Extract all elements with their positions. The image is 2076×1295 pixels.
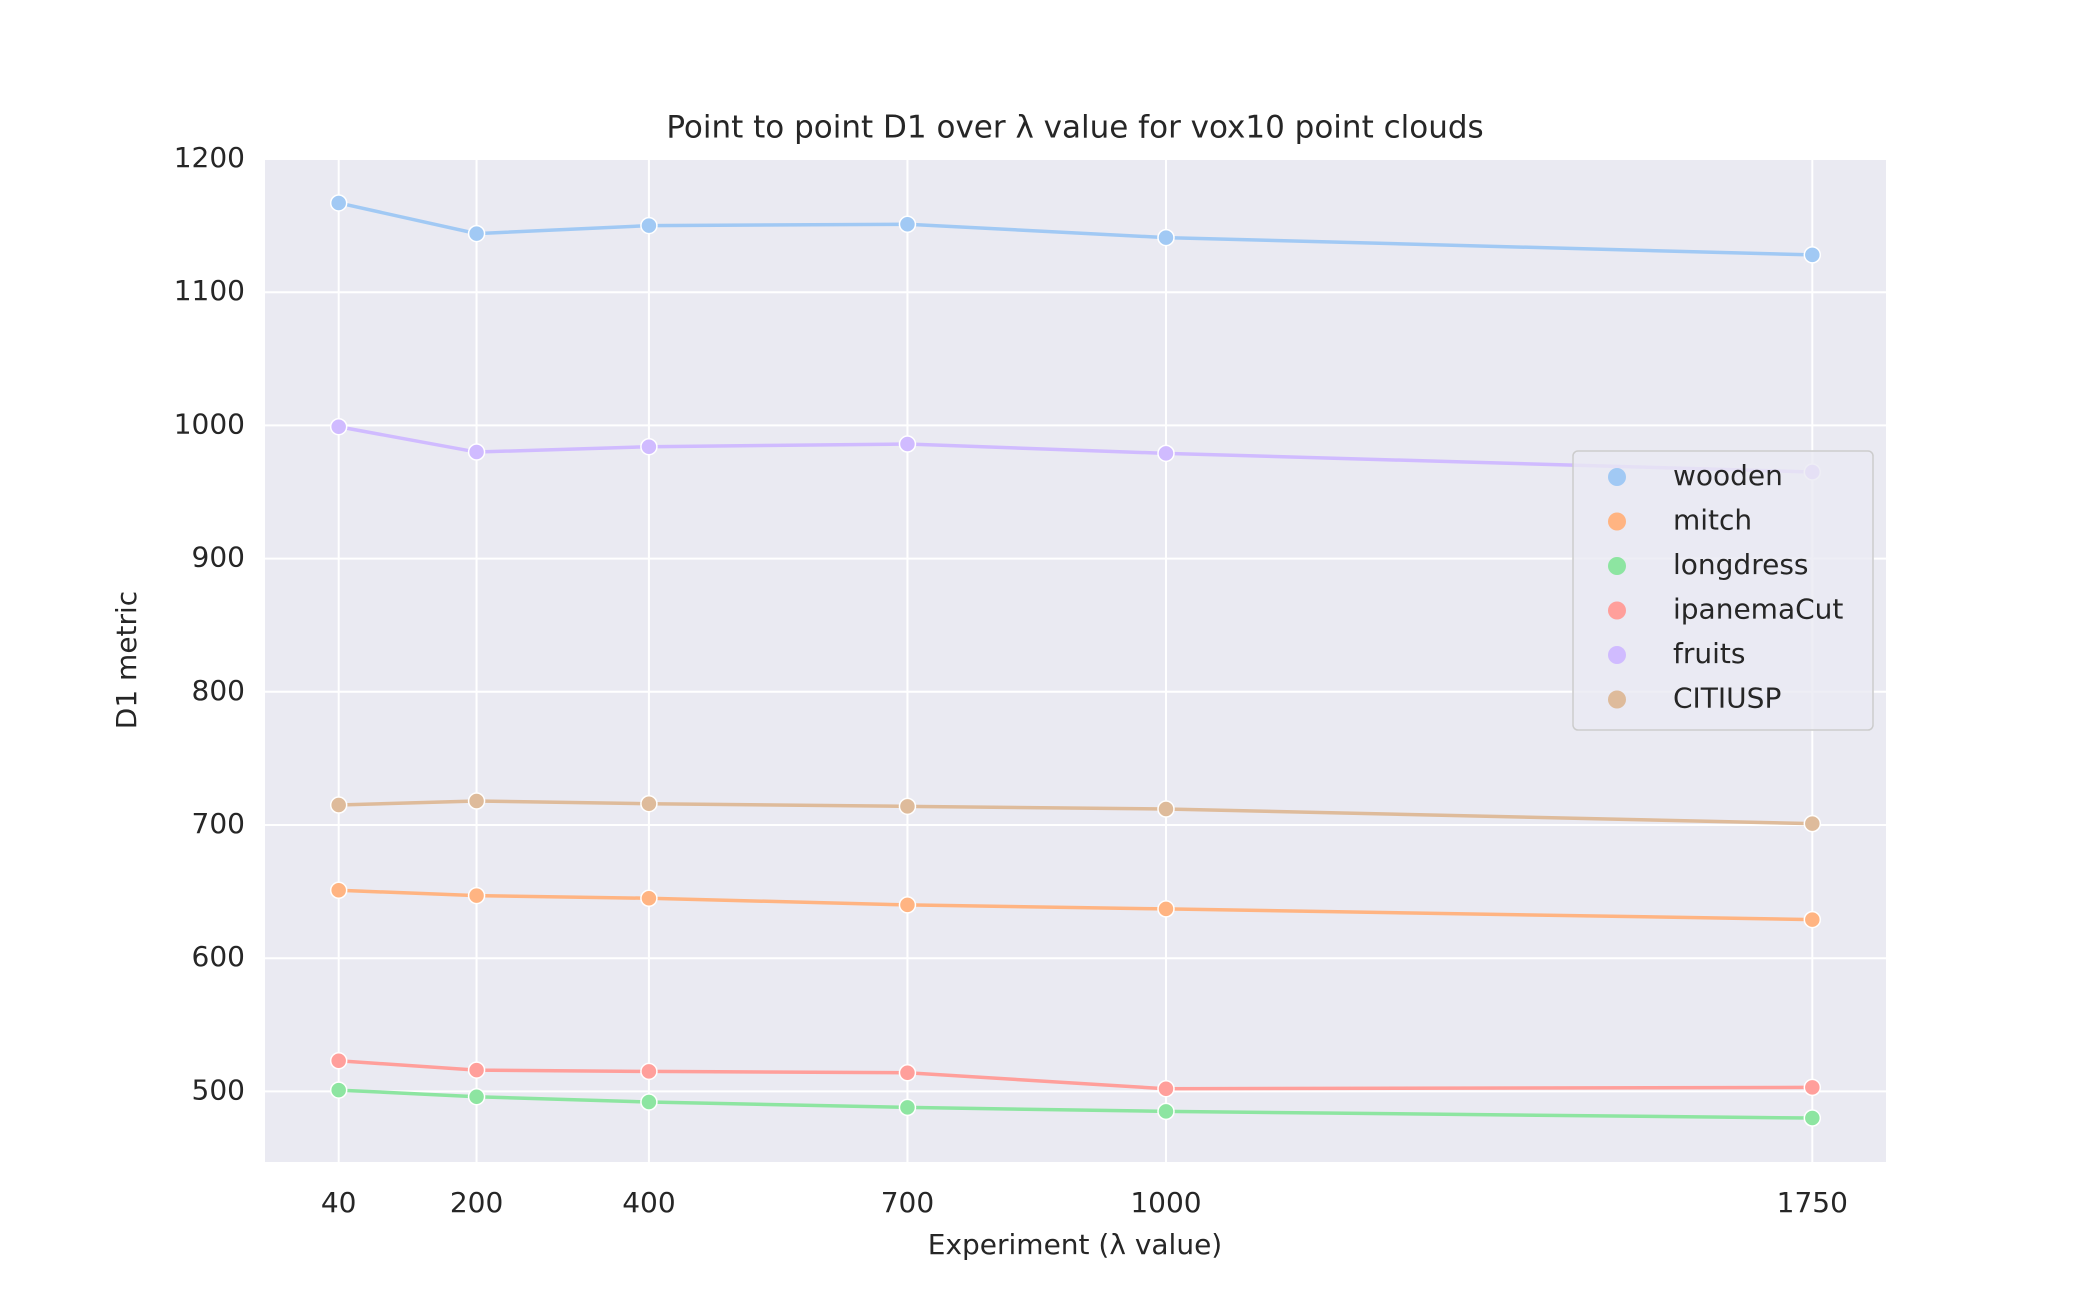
data-point: [898, 1064, 917, 1082]
data-point: [640, 889, 658, 908]
y-tick-label: 1100: [174, 274, 245, 307]
data-point: [1157, 1102, 1175, 1121]
series-line: [338, 799, 1813, 826]
legend-marker: [1608, 468, 1626, 486]
y-tick-label: 800: [192, 674, 245, 707]
data-point: [640, 216, 658, 235]
series-line: [338, 201, 1813, 257]
data-point: [329, 1052, 348, 1070]
data-point: [1803, 814, 1822, 833]
marks: [329, 194, 1822, 1127]
data-point: [329, 796, 348, 814]
data-point: [467, 1061, 486, 1079]
data-point: [467, 443, 486, 461]
data-point: [1157, 1079, 1175, 1098]
data-point: [467, 1087, 486, 1106]
legend-label: wooden: [1673, 459, 1783, 492]
data-point: [1157, 228, 1175, 247]
x-tick-label: 40: [321, 1186, 357, 1219]
data-point: [640, 437, 658, 456]
data-point: [640, 1093, 658, 1111]
data-point: [898, 797, 917, 816]
x-tick-label: 700: [881, 1186, 934, 1219]
data-point: [1157, 800, 1175, 818]
legend-label: ipanemaCut: [1673, 593, 1843, 626]
x-axis-label: Experiment (λ value): [928, 1228, 1222, 1261]
y-axis-label: D1 metric: [110, 591, 143, 729]
legend-marker: [1608, 557, 1626, 575]
data-point: [898, 896, 917, 914]
series-line: [338, 1059, 1813, 1091]
legend-label: mitch: [1673, 504, 1752, 537]
data-point: [467, 792, 486, 810]
data-point: [467, 224, 486, 243]
series-line: [338, 1088, 1813, 1120]
data-point: [1803, 1078, 1822, 1097]
data-point: [1803, 246, 1822, 264]
grid: [265, 158, 1886, 1162]
data-point: [1157, 900, 1175, 918]
legend-marker: [1608, 601, 1626, 620]
chart-title: Point to point D1 over λ value for vox10…: [666, 110, 1483, 146]
y-tick-label: 600: [192, 940, 245, 973]
x-tick-label: 200: [450, 1186, 503, 1219]
data-point: [329, 194, 348, 212]
legend-marker: [1608, 690, 1626, 709]
y-tick-label: 1000: [174, 407, 245, 440]
x-tick-label: 1000: [1130, 1186, 1201, 1219]
x-tick-label: 400: [622, 1186, 675, 1219]
data-point: [1803, 910, 1822, 929]
data-point: [467, 886, 486, 905]
y-tick-label: 700: [192, 807, 245, 840]
y-tick-label: 1200: [174, 141, 245, 174]
y-tick-label: 500: [192, 1073, 245, 1106]
y-tick-label: 900: [192, 541, 245, 574]
series-line: [338, 888, 1813, 922]
x-tick-label: 1750: [1777, 1186, 1848, 1219]
data-point: [640, 794, 658, 813]
data-point: [329, 1081, 348, 1099]
legend-box: [1572, 450, 1874, 731]
legend-marker: [1608, 646, 1626, 664]
data-point: [898, 1098, 917, 1117]
legend: wooden mitch longdress ipanemaCut fruits CITI…: [1572, 450, 1874, 731]
legend-marker: [1608, 512, 1626, 531]
legend-label: CITIUSP: [1673, 682, 1781, 715]
data-point: [898, 435, 917, 453]
data-point: [640, 1062, 658, 1081]
data-point: [329, 881, 348, 900]
data-point: [898, 215, 917, 234]
data-point: [329, 417, 348, 436]
legend-label: longdress: [1673, 548, 1809, 581]
data-point: [1803, 1109, 1822, 1127]
series-line: [338, 425, 1813, 474]
data-point: [1157, 444, 1175, 463]
legend-label: fruits: [1673, 637, 1745, 670]
